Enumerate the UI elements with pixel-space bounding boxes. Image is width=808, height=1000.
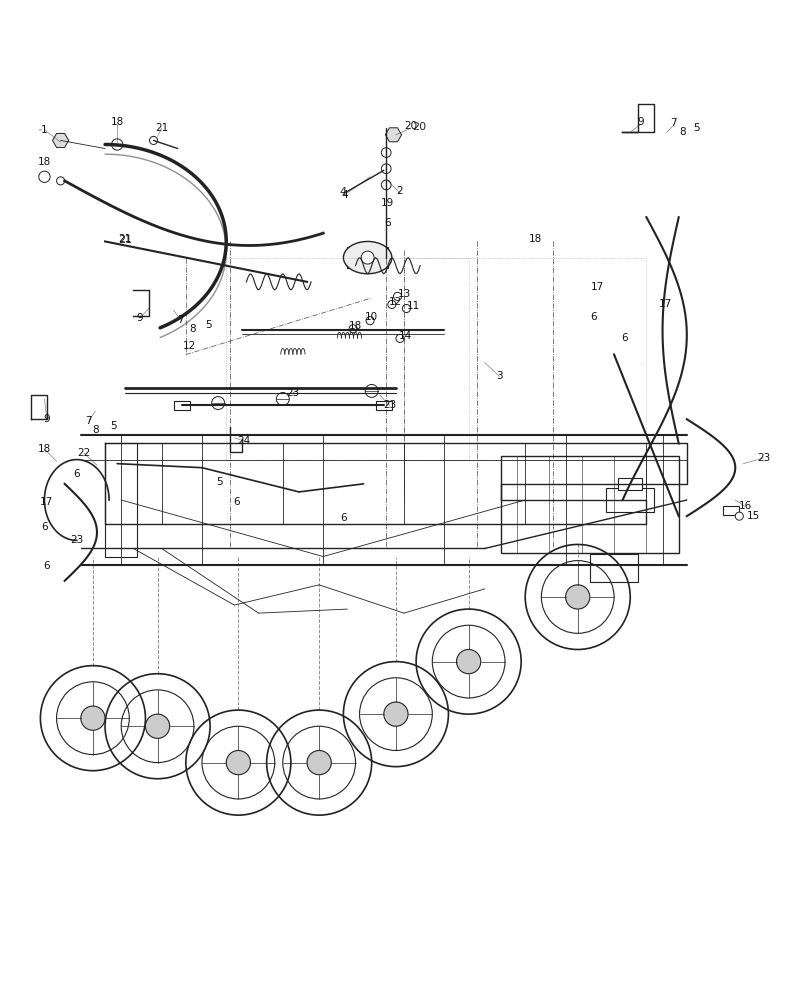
Bar	[105, 443, 137, 557]
Circle shape	[276, 393, 289, 405]
Bar	[376, 401, 392, 410]
Text: 6: 6	[385, 218, 391, 228]
Bar	[347, 247, 388, 268]
Bar	[174, 401, 190, 410]
Text: 7: 7	[670, 118, 676, 128]
Circle shape	[112, 139, 123, 150]
Text: 18: 18	[38, 444, 51, 454]
Text: 8: 8	[680, 127, 686, 137]
Circle shape	[358, 248, 377, 267]
Text: 7: 7	[177, 315, 183, 325]
Text: 17: 17	[40, 497, 53, 507]
Text: 11: 11	[407, 301, 420, 311]
Circle shape	[388, 300, 396, 309]
Text: 3: 3	[496, 371, 503, 381]
Text: 13: 13	[398, 289, 410, 299]
Ellipse shape	[343, 241, 392, 274]
Text: 18: 18	[38, 157, 51, 167]
Text: 6: 6	[44, 561, 50, 571]
Circle shape	[457, 649, 481, 674]
Text: 12: 12	[183, 341, 196, 351]
Text: 9: 9	[44, 414, 50, 424]
Circle shape	[349, 325, 357, 333]
Circle shape	[149, 136, 158, 144]
Circle shape	[145, 714, 170, 738]
Circle shape	[57, 177, 65, 185]
Text: 1: 1	[41, 125, 48, 135]
Text: 23: 23	[286, 388, 299, 398]
Bar	[501, 456, 679, 553]
Circle shape	[402, 304, 410, 313]
Text: 6: 6	[74, 469, 80, 479]
Text: 5: 5	[693, 123, 700, 133]
Text: 23: 23	[383, 400, 396, 410]
Text: 18: 18	[111, 117, 124, 127]
Text: 6: 6	[340, 513, 347, 523]
Circle shape	[396, 334, 404, 342]
Circle shape	[735, 512, 743, 520]
Circle shape	[212, 397, 225, 410]
Text: 6: 6	[621, 333, 628, 343]
Circle shape	[39, 171, 50, 182]
Text: 4: 4	[339, 187, 347, 197]
Circle shape	[365, 384, 378, 397]
Text: 7: 7	[86, 416, 92, 426]
Text: 20: 20	[412, 122, 426, 132]
Text: 24: 24	[238, 436, 250, 446]
Text: 17: 17	[591, 282, 604, 292]
Text: 5: 5	[205, 320, 212, 330]
Circle shape	[381, 148, 391, 157]
Bar	[590, 554, 638, 582]
Circle shape	[393, 292, 402, 300]
Text: 6: 6	[234, 497, 240, 507]
Text: 5: 5	[110, 421, 116, 431]
Text: 4: 4	[342, 190, 348, 200]
Circle shape	[566, 585, 590, 609]
Circle shape	[381, 180, 391, 190]
Text: 21: 21	[118, 235, 133, 245]
Bar	[606, 488, 654, 512]
Text: 19: 19	[381, 198, 394, 208]
Circle shape	[384, 702, 408, 726]
Circle shape	[361, 251, 374, 264]
Text: 14: 14	[399, 331, 412, 341]
Circle shape	[381, 164, 391, 174]
Bar	[618, 478, 642, 490]
Text: 8: 8	[92, 425, 99, 435]
Text: 22: 22	[78, 448, 90, 458]
Text: 20: 20	[404, 121, 417, 131]
Circle shape	[366, 317, 374, 325]
Text: 9: 9	[638, 117, 644, 127]
Text: 9: 9	[137, 313, 143, 323]
Circle shape	[307, 750, 331, 775]
Text: 18: 18	[349, 321, 362, 331]
Text: 6: 6	[591, 312, 597, 322]
Text: 8: 8	[189, 324, 196, 334]
Polygon shape	[385, 128, 402, 142]
Text: 6: 6	[41, 522, 48, 532]
Text: 16: 16	[739, 501, 751, 511]
Text: 18: 18	[529, 234, 542, 244]
Bar	[723, 506, 739, 515]
Polygon shape	[53, 133, 69, 147]
Text: 21: 21	[119, 234, 132, 244]
Text: 10: 10	[365, 312, 378, 322]
Text: 2: 2	[397, 186, 403, 196]
Text: 21: 21	[155, 123, 168, 133]
Text: 17: 17	[659, 299, 671, 309]
Text: 23: 23	[70, 535, 83, 545]
Text: 5: 5	[217, 477, 223, 487]
Text: 12: 12	[389, 297, 402, 307]
Text: 15: 15	[747, 511, 760, 521]
Circle shape	[226, 750, 250, 775]
Circle shape	[81, 706, 105, 730]
Text: 23: 23	[757, 453, 770, 463]
